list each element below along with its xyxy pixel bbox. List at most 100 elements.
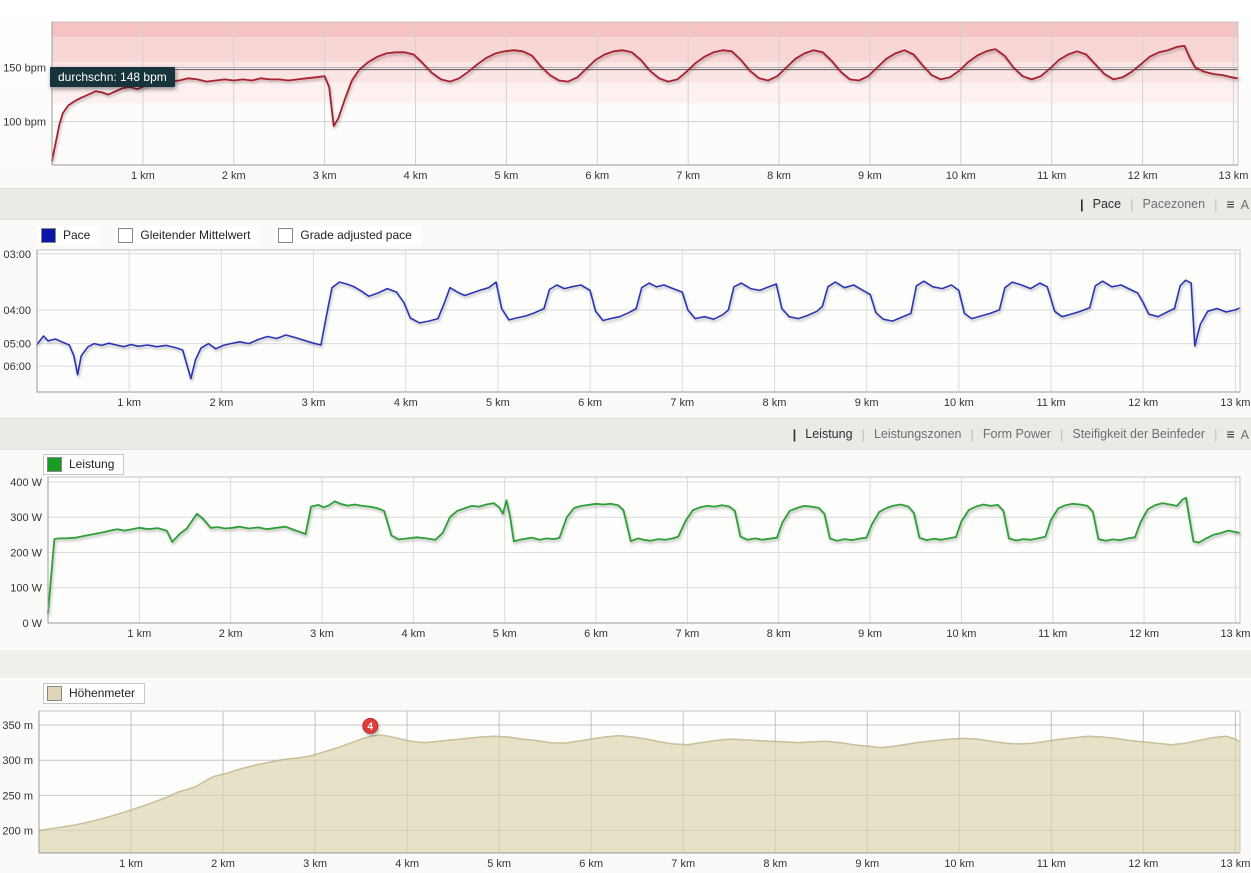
legend-label: Grade adjusted pace <box>300 228 412 242</box>
x-tick-label: 7 km <box>670 397 694 409</box>
x-tick-label: 8 km <box>767 628 791 640</box>
elevation-chart[interactable]: 1 km 2 km 3 km 4 km 5 km 6 km 7 km 8 km 9 km 10 k… <box>0 678 1251 873</box>
tab-leistungszonen[interactable]: Leistungszonen <box>874 427 962 441</box>
x-tick-label: 6 km <box>585 170 609 182</box>
x-tick-label: 5 km <box>493 628 517 640</box>
power-line <box>47 496 1241 614</box>
x-tick-label: 4 km <box>401 628 425 640</box>
legend-swatch <box>47 686 62 701</box>
x-tick-label: 9 km <box>858 170 882 182</box>
x-tick-label: 12 km <box>1129 628 1159 640</box>
power-tabbar: | Leistung | Leistungszonen | Form Power | Stei… <box>0 418 1251 450</box>
tab-separator: | <box>1080 196 1084 212</box>
x-tick-label: 4 km <box>394 397 418 409</box>
x-tick-label: 13 km <box>1220 858 1250 870</box>
x-tick-label: 9 km <box>858 628 882 640</box>
heartrate-section: 1 km 2 km 3 km 4 km 5 km 6 km 7 km 8 km 9 km 10 k… <box>0 0 1251 188</box>
legend-item-gleitender-mittelwert[interactable]: Gleitender Mittelwert <box>115 226 260 245</box>
x-tick-label: 10 km <box>944 397 974 409</box>
y-tick-label: 04:00 <box>3 305 31 317</box>
legend-swatch <box>47 457 62 472</box>
tab-separator: | <box>1059 426 1064 442</box>
x-tick-label: 6 km <box>579 858 603 870</box>
x-tick-label: 13 km <box>1220 397 1250 409</box>
legend-item-grade-adjusted-pace[interactable]: Grade adjusted pace <box>275 226 421 245</box>
x-tick-label: 2 km <box>211 858 235 870</box>
tab-a[interactable]: ≡ A <box>1226 426 1249 442</box>
heartrate-chart[interactable]: 1 km 2 km 3 km 4 km 5 km 6 km 7 km 8 km 9 km 10 k… <box>0 0 1251 188</box>
pace-chart[interactable]: 1 km 2 km 3 km 4 km 5 km 6 km 7 km 8 km 9 km 10 k… <box>0 220 1251 418</box>
power-chart[interactable]: 1 km 2 km 3 km 4 km 5 km 6 km 7 km 8 km 9 km 10 k… <box>0 450 1251 650</box>
menu-icon: ≡ <box>1226 426 1235 442</box>
tab-label: Steifigkeit der Beinfeder <box>1072 427 1206 441</box>
tab-separator: | <box>1130 196 1134 212</box>
y-tick-label: 400 W <box>10 477 42 489</box>
x-tick-label: 7 km <box>676 170 700 182</box>
x-tick-label: 7 km <box>675 628 699 640</box>
x-tick-label: 3 km <box>313 170 337 182</box>
x-tick-label: 8 km <box>763 858 787 870</box>
x-tick-label: 12 km <box>1128 397 1158 409</box>
x-tick-label: 10 km <box>946 628 976 640</box>
heartrate-line <box>51 44 1239 162</box>
legend-swatch <box>118 228 134 243</box>
pace-line <box>36 279 1241 380</box>
x-tick-label: 3 km <box>303 858 327 870</box>
x-tick-label: 3 km <box>310 628 334 640</box>
y-tick-label: 150 bpm <box>3 63 46 75</box>
x-tick-label: 3 km <box>302 397 326 409</box>
legend-item-h-henmeter[interactable]: Höhenmeter <box>43 683 146 704</box>
power-plot-area[interactable] <box>48 477 1240 623</box>
y-tick-label: 300 m <box>2 755 33 767</box>
heartrate-zone-band <box>52 103 1238 165</box>
tab-label: A <box>1240 428 1249 442</box>
x-tick-label: 12 km <box>1128 170 1158 182</box>
x-tick-label: 6 km <box>584 628 608 640</box>
y-tick-label: 0 W <box>22 618 42 630</box>
legend-item-leistung[interactable]: Leistung <box>43 454 125 475</box>
pace-section: Pace Gleitender Mittelwert Grade adjusted … <box>0 220 1251 418</box>
x-tick-label: 2 km <box>222 170 246 182</box>
x-tick-label: 9 km <box>855 858 879 870</box>
x-tick-label: 13 km <box>1218 170 1248 182</box>
y-tick-label: 250 m <box>2 790 33 802</box>
y-tick-label: 05:00 <box>3 339 31 351</box>
legend-label: Pace <box>63 228 91 242</box>
elevation-legend: Höhenmeter <box>43 683 146 704</box>
section-divider <box>0 650 1251 678</box>
x-tick-label: 4 km <box>404 170 428 182</box>
tab-form-power[interactable]: Form Power <box>983 427 1051 441</box>
tab-a[interactable]: ≡ A <box>1226 196 1249 212</box>
x-tick-label: 8 km <box>767 170 791 182</box>
x-tick-label: 1 km <box>117 397 141 409</box>
tab-leistung[interactable]: Leistung <box>805 427 852 441</box>
legend-item-pace[interactable]: Pace <box>38 226 100 245</box>
power-legend: Leistung <box>43 454 125 475</box>
x-tick-label: 1 km <box>127 628 151 640</box>
tab-label: Pace <box>1092 197 1122 211</box>
tab-label: Form Power <box>982 427 1051 441</box>
split-marker[interactable]: 4 <box>362 717 379 734</box>
y-tick-label: 06:00 <box>3 361 31 373</box>
heartrate-zone-band <box>52 37 1238 63</box>
x-tick-label: 11 km <box>1038 628 1067 640</box>
power-section: Leistung 1 km 2 km 3 km 4 km 5 km 6 km 7 km 8 k… <box>0 450 1251 650</box>
x-tick-label: 9 km <box>855 397 879 409</box>
tab-pacezonen[interactable]: Pacezonen <box>1143 197 1206 211</box>
x-tick-label: 1 km <box>119 858 143 870</box>
y-tick-label: 100 W <box>10 583 42 595</box>
pace-plot-area[interactable] <box>37 250 1240 392</box>
menu-icon: ≡ <box>1226 196 1235 212</box>
legend-swatch <box>278 228 294 243</box>
y-tick-label: 100 bpm <box>3 117 46 129</box>
tab-pace[interactable]: Pace <box>1093 197 1122 211</box>
tab-steifigkeit-der-beinfeder[interactable]: Steifigkeit der Beinfeder <box>1072 427 1205 441</box>
tab-separator: | <box>792 426 797 442</box>
x-tick-label: 5 km <box>486 397 510 409</box>
pace-legend: Pace Gleitender Mittelwert Grade adjusted … <box>38 226 421 245</box>
legend-label: Leistung <box>69 457 115 471</box>
legend-label: Höhenmeter <box>69 686 136 700</box>
y-tick-label: 300 W <box>10 512 42 524</box>
tab-separator: | <box>1214 426 1218 442</box>
